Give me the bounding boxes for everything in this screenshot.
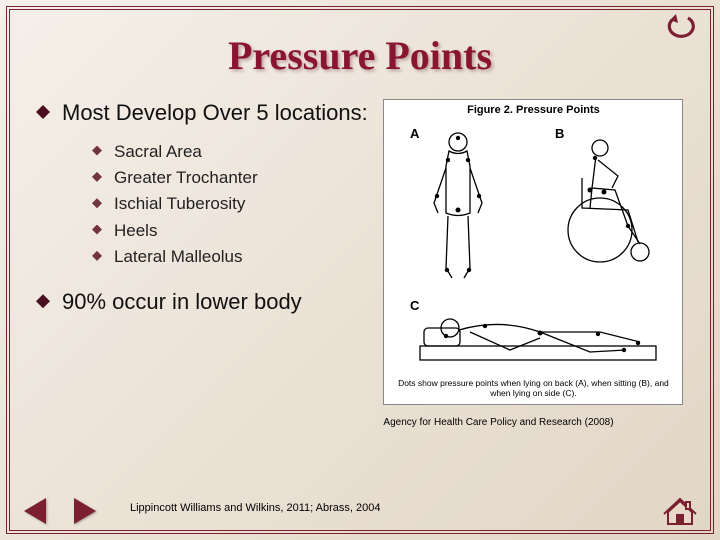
slide-title: Pressure Points <box>36 32 684 79</box>
sub-bullet: Sacral Area <box>92 139 369 165</box>
citation-text: Lippincott Williams and Wilkins, 2011; A… <box>130 502 380 514</box>
figure-label-b: B <box>555 126 564 141</box>
right-column: Figure 2. Pressure Points A <box>383 99 684 428</box>
columns: Most Develop Over 5 locations: Sacral Ar… <box>36 99 684 428</box>
figure-box: Figure 2. Pressure Points A <box>383 99 683 405</box>
main-bullet-1-text: Most Develop Over 5 locations: <box>62 100 368 125</box>
home-icon[interactable] <box>660 496 700 526</box>
sub-bullet: Lateral Malleolus <box>92 244 369 270</box>
figure-svg: A <box>390 118 676 376</box>
figure-panel-a <box>434 133 482 278</box>
figure-panel-b <box>568 140 649 262</box>
left-column: Most Develop Over 5 locations: Sacral Ar… <box>36 99 373 326</box>
sub-bullet: Ischial Tuberosity <box>92 191 369 217</box>
main-bullet-list: Most Develop Over 5 locations: Sacral Ar… <box>36 99 369 316</box>
figure-label-a: A <box>410 126 420 141</box>
forward-arrow-icon[interactable] <box>64 496 104 526</box>
main-bullet-2: 90% occur in lower body <box>36 288 369 316</box>
back-arrow-icon[interactable] <box>20 496 60 526</box>
sub-bullet: Greater Trochanter <box>92 165 369 191</box>
sub-bullet-list: Sacral Area Greater Trochanter Ischial T… <box>92 139 369 271</box>
figure-label-c: C <box>410 298 420 313</box>
undo-icon[interactable] <box>660 10 700 40</box>
slide-content: Pressure Points Most Develop Over 5 loca… <box>14 14 706 526</box>
figure-source: Agency for Health Care Policy and Resear… <box>383 417 683 428</box>
sub-bullet: Heels <box>92 218 369 244</box>
main-bullet-1: Most Develop Over 5 locations: Sacral Ar… <box>36 99 369 270</box>
figure-panel-c <box>420 319 656 360</box>
figure-title: Figure 2. Pressure Points <box>390 104 676 116</box>
figure-caption: Dots show pressure points when lying on … <box>390 378 676 398</box>
